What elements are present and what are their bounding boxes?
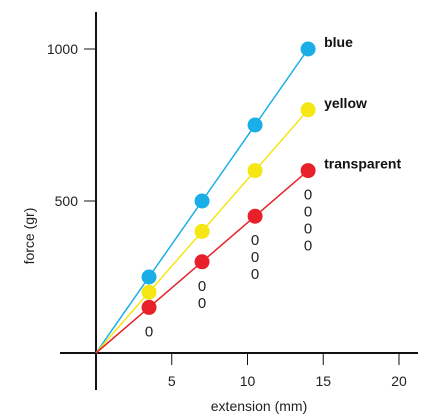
series-points: [141, 41, 316, 315]
data-point-blue: [194, 193, 210, 209]
data-point-transparent: [141, 299, 157, 315]
data-point-yellow: [194, 223, 210, 239]
ticks: 5 10 15 20 500 1000: [47, 41, 407, 389]
zero-annotation: 0: [198, 278, 206, 295]
data-point-yellow: [300, 102, 316, 118]
zero-annotation: 0: [304, 221, 312, 238]
zero-annotation: 0: [145, 323, 153, 340]
data-point-yellow: [247, 163, 263, 179]
legend-label-blue: blue: [324, 34, 353, 50]
x-tick-label: 10: [240, 373, 256, 389]
data-point-blue: [247, 117, 263, 133]
legend-label-transparent: transparent: [324, 156, 401, 172]
x-tick-label: 15: [315, 373, 331, 389]
zero-annotation: 0: [251, 266, 259, 283]
legend: blue yellow transparent: [324, 34, 401, 172]
zero-annotation: 0: [304, 187, 312, 204]
zero-annotation: 0: [251, 232, 259, 249]
legend-label-yellow: yellow: [324, 95, 367, 111]
data-point-transparent: [300, 163, 316, 179]
data-point-transparent: [194, 254, 210, 270]
y-tick-label: 1000: [47, 41, 78, 57]
x-tick-label: 5: [168, 373, 176, 389]
y-tick-label: 500: [55, 193, 79, 209]
zero-annotation: 0: [251, 249, 259, 266]
data-point-blue: [300, 41, 316, 57]
data-point-yellow: [141, 284, 157, 300]
zero-annotation: 0: [304, 204, 312, 221]
zero-annotation: 0: [304, 238, 312, 255]
x-tick-label: 20: [391, 373, 407, 389]
data-point-transparent: [247, 208, 263, 224]
zero-annotation: 0: [198, 295, 206, 312]
data-point-blue: [141, 269, 157, 285]
x-axis-label: extension (mm): [211, 398, 307, 414]
y-axis-label: force (gr): [21, 208, 37, 265]
